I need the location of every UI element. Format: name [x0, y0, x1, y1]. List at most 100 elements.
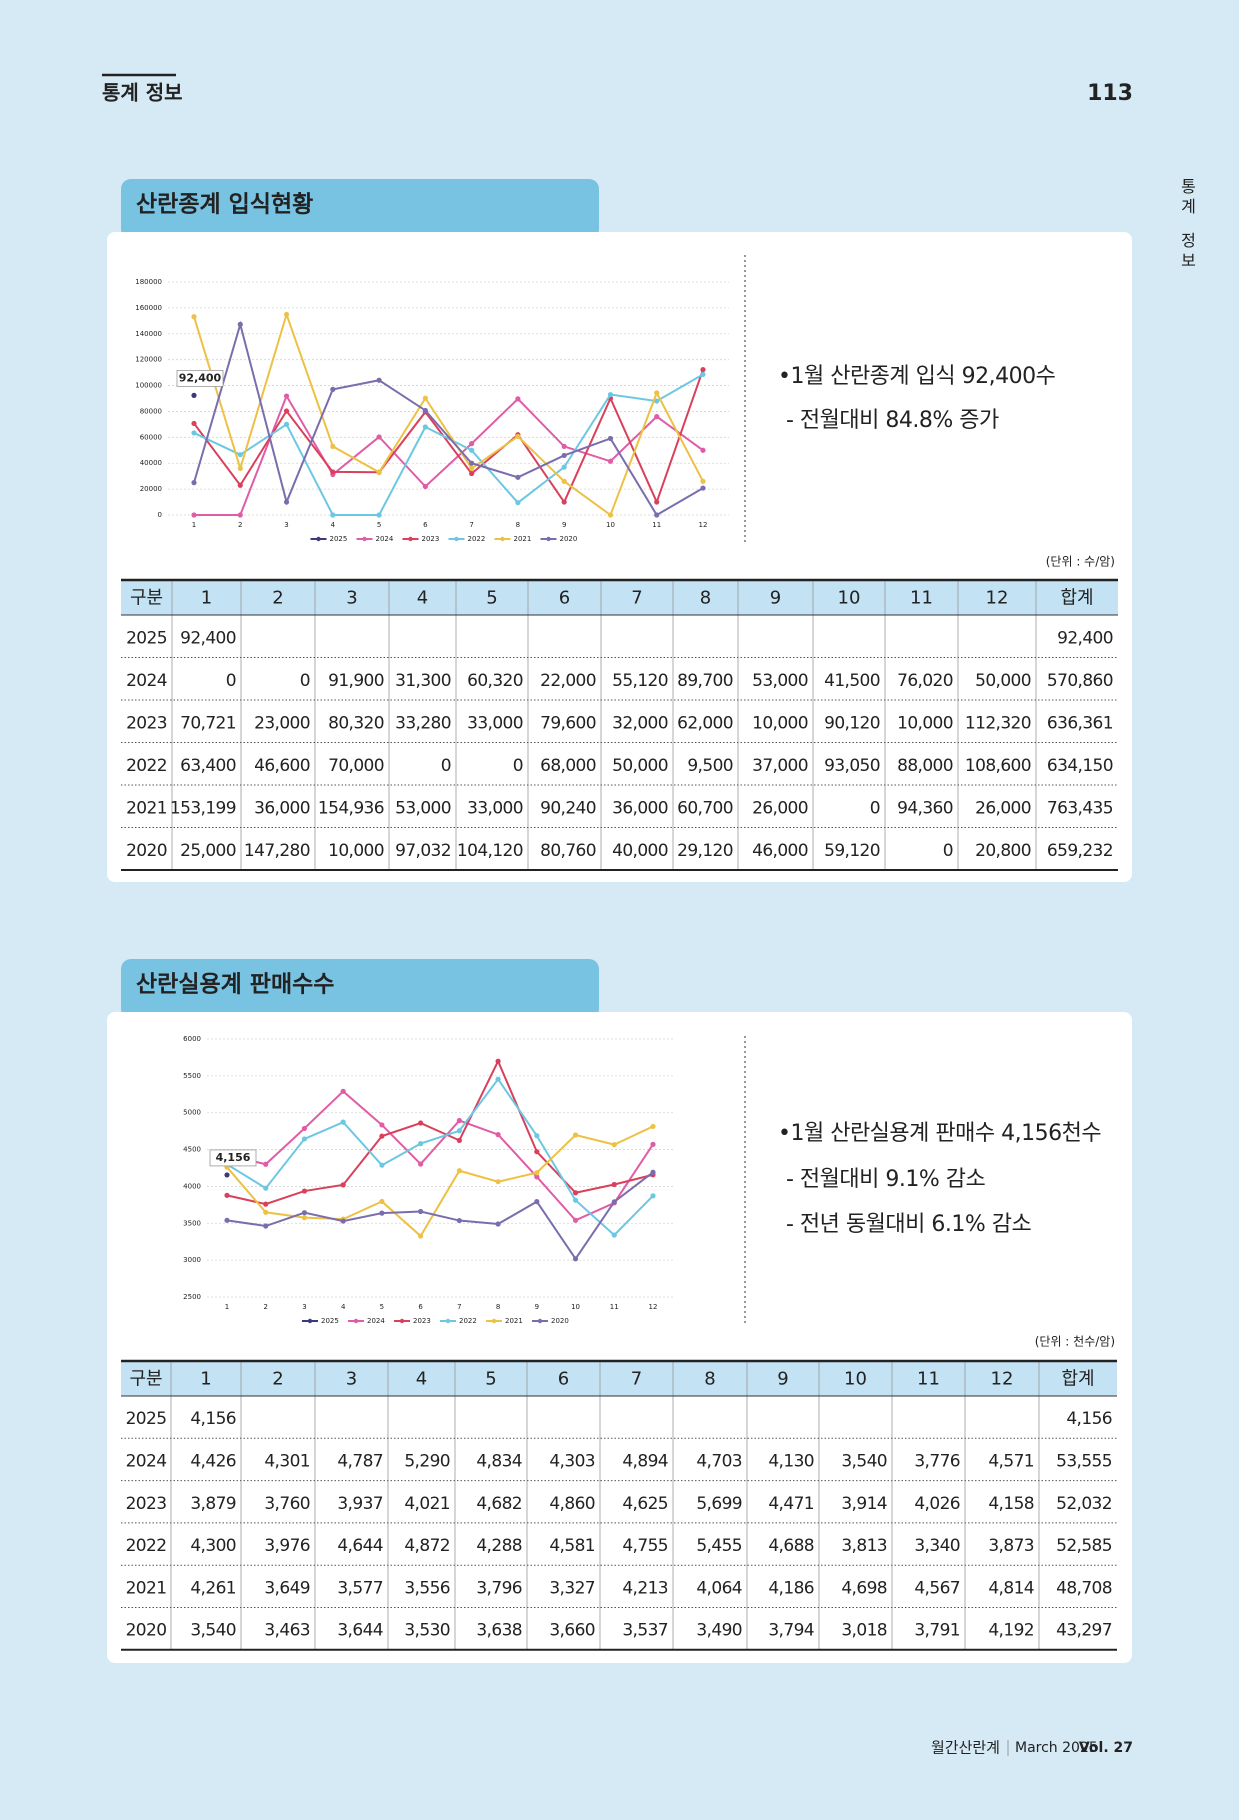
table-cell: 60,320	[467, 671, 523, 691]
data-point	[191, 314, 197, 320]
table-cell: 3,530	[404, 1621, 450, 1641]
y-tick-label: 140000	[135, 330, 162, 338]
data-point	[422, 407, 428, 414]
column-header: 6	[559, 588, 570, 609]
x-tick-label: 2	[238, 521, 242, 529]
data-point	[330, 469, 336, 475]
table-cell: 4,301	[264, 1451, 310, 1471]
table-cell: 92,400	[180, 628, 236, 648]
table-cell: 763,435	[1047, 798, 1113, 818]
series-line	[226, 1077, 654, 1237]
table-cell: 4,703	[696, 1451, 742, 1471]
annotation: 4,156	[216, 1151, 251, 1164]
y-tick-label: 2500	[183, 1293, 201, 1301]
table-cell: 112,320	[965, 713, 1031, 733]
unit: (단위 : 수/암)	[1046, 555, 1115, 569]
legend-label: 2024	[376, 535, 394, 543]
table-cell: 3,540	[841, 1451, 887, 1471]
side-tab: 통계	[1178, 178, 1197, 218]
table-cell: 92,400	[1057, 628, 1113, 648]
table-cell: 4,698	[841, 1578, 887, 1598]
data-point	[572, 1217, 579, 1223]
data-point	[237, 465, 243, 471]
table-cell: 0	[300, 671, 310, 691]
table-cell: 62,000	[677, 713, 733, 733]
table-cell: 3,873	[988, 1536, 1034, 1556]
y-tick-label: 180000	[135, 278, 162, 286]
table-cell: 20,800	[975, 841, 1031, 861]
table-cell: 3,018	[841, 1621, 887, 1641]
x-tick-label: 12	[649, 1303, 658, 1311]
table-cell: 570,860	[1047, 671, 1113, 691]
row-label: 2022	[126, 756, 167, 776]
row-label: 2021	[126, 798, 167, 818]
table-cell: 636,361	[1047, 713, 1113, 733]
data-point	[650, 1123, 656, 1130]
table-cell: 53,555	[1056, 1451, 1112, 1471]
section-title: 산란실용계 판매수수	[136, 972, 334, 998]
data-point	[376, 512, 382, 518]
table-cell: 634,150	[1047, 756, 1113, 776]
table-cell: 3,791	[914, 1621, 960, 1641]
series-line	[193, 320, 704, 517]
x-tick-label: 3	[302, 1303, 306, 1311]
annotation: 92,400	[179, 371, 222, 384]
data-point	[237, 321, 243, 327]
data-point	[283, 421, 290, 427]
note: - 전월대비 9.1% 감소	[786, 1167, 986, 1192]
x-tick-label: 11	[610, 1303, 619, 1311]
column-header: 합계	[1061, 1369, 1094, 1390]
table-cell: 90,120	[824, 713, 880, 733]
column-header: 11	[917, 1369, 940, 1390]
table-cell: 3,540	[190, 1621, 236, 1641]
column-header: 4	[417, 588, 428, 609]
card	[107, 1012, 1132, 1663]
data-point	[654, 398, 660, 404]
table-cell: 4,567	[914, 1578, 960, 1598]
data-point	[340, 1088, 346, 1094]
table-cell: 53,000	[752, 671, 808, 691]
legend-swatch	[399, 1318, 405, 1324]
data-point	[469, 460, 475, 466]
data-point	[379, 1162, 385, 1168]
row-label: 2024	[126, 671, 167, 691]
data-point	[572, 1197, 579, 1203]
data-point	[418, 1161, 424, 1167]
data-point	[418, 1233, 424, 1239]
table-cell: 3,644	[337, 1621, 383, 1641]
section-title: 산란종계 입식현황	[136, 192, 313, 218]
table-cell: 33,000	[467, 713, 523, 733]
table-cell: 4,581	[549, 1536, 595, 1556]
data-point	[340, 1182, 346, 1188]
data-point	[495, 1132, 501, 1138]
table-cell: 3,813	[841, 1536, 887, 1556]
table-cell: 3,976	[264, 1536, 310, 1556]
column-header: 1	[200, 1369, 211, 1390]
table-cell: 4,688	[768, 1536, 814, 1556]
table-cell: 3,937	[337, 1494, 383, 1514]
legend-swatch	[408, 536, 413, 542]
legend-swatch	[307, 1318, 313, 1324]
data-point	[283, 311, 290, 318]
unit: (단위 : 천수/암)	[1035, 1334, 1115, 1349]
column-header: 3	[346, 1369, 357, 1390]
data-point	[654, 512, 660, 518]
x-tick-label: 2	[263, 1303, 267, 1311]
series-line	[194, 393, 704, 516]
data-point	[422, 424, 428, 430]
legend-label: 2021	[505, 1317, 523, 1325]
x-tick-label: 10	[606, 521, 615, 529]
legend-swatch	[500, 536, 505, 542]
table-cell: 33,280	[395, 713, 451, 733]
data-point	[700, 371, 706, 378]
row-label: 2023	[126, 713, 167, 733]
data-point	[418, 1120, 424, 1126]
table-cell: 91,900	[328, 671, 384, 691]
table-cell: 4,755	[622, 1536, 668, 1556]
data-point	[376, 377, 382, 383]
note: - 전월대비 84.8% 증가	[786, 408, 999, 433]
x-tick-label: 1	[192, 521, 196, 529]
table-cell: 22,000	[540, 671, 596, 691]
column-header: 8	[700, 588, 711, 609]
